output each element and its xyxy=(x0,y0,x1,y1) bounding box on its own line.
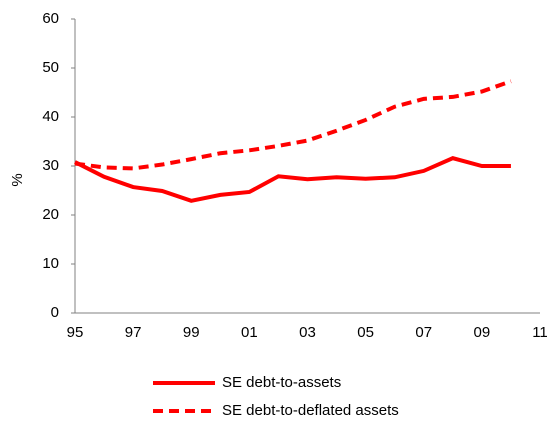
y-tick-label: 20 xyxy=(42,206,59,223)
x-tick-label: 09 xyxy=(474,324,491,341)
y-tick-label: 0 xyxy=(51,304,59,321)
x-tick-label: 99 xyxy=(183,324,200,341)
x-tick-label: 03 xyxy=(299,324,316,341)
y-tick-label: 40 xyxy=(42,108,59,125)
series-line xyxy=(74,79,512,171)
y-tick-label: 50 xyxy=(42,59,59,76)
y-tick-label: 10 xyxy=(42,255,59,272)
series-line xyxy=(74,156,511,203)
x-tick-label: 05 xyxy=(357,324,374,341)
legend-label: SE debt-to-assets xyxy=(222,374,341,391)
y-axis-label: % xyxy=(9,173,26,186)
legend-label: SE debt-to-deflated assets xyxy=(222,402,399,419)
x-tick-label: 97 xyxy=(125,324,142,341)
x-tick-label: 11 xyxy=(532,324,548,341)
y-tick-label: 30 xyxy=(42,157,59,174)
y-tick-label: 60 xyxy=(42,10,59,27)
x-tick-label: 07 xyxy=(415,324,432,341)
x-tick-label: 95 xyxy=(67,324,84,341)
x-tick-label: 01 xyxy=(241,324,258,341)
